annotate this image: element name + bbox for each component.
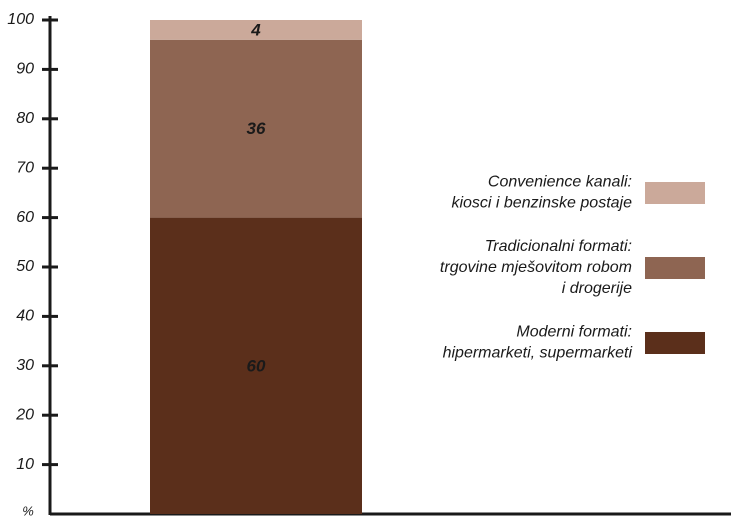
- y-tick-label: 90: [16, 61, 34, 78]
- data-label: 60: [247, 356, 266, 375]
- bar-segment: [150, 20, 362, 40]
- legend-swatch: [645, 332, 705, 354]
- legend-swatch: [645, 182, 705, 204]
- y-tick-label: 30: [16, 357, 34, 374]
- y-tick-label: 10: [16, 456, 34, 473]
- legend-swatch: [645, 257, 705, 279]
- legend-label: Tradicionalni formati:: [485, 238, 632, 255]
- y-tick-label: 20: [15, 406, 34, 423]
- bar-segment: [150, 39, 362, 218]
- data-label: 4: [250, 20, 261, 39]
- legend-label: i drogerije: [562, 280, 632, 297]
- legend-label: kiosci i benzinske postaje: [451, 195, 632, 212]
- data-label: 36: [247, 119, 266, 138]
- legend-label: hipermarketi, supermarketi: [443, 345, 633, 362]
- y-tick-label: 50: [16, 258, 34, 275]
- bar-segment: [150, 217, 362, 514]
- y-tick-label: 80: [16, 110, 34, 127]
- legend-label: Convenience kanali:: [488, 174, 632, 191]
- y-tick-label: 70: [16, 159, 34, 176]
- y-tick-label: 60: [16, 209, 34, 226]
- y-tick-label: 40: [16, 308, 34, 325]
- legend-label: Moderni formati:: [516, 324, 632, 341]
- y-unit-label: %: [22, 503, 34, 518]
- legend-label: trgovine mješovitom robom: [440, 259, 632, 276]
- y-tick-label: 100: [7, 11, 34, 28]
